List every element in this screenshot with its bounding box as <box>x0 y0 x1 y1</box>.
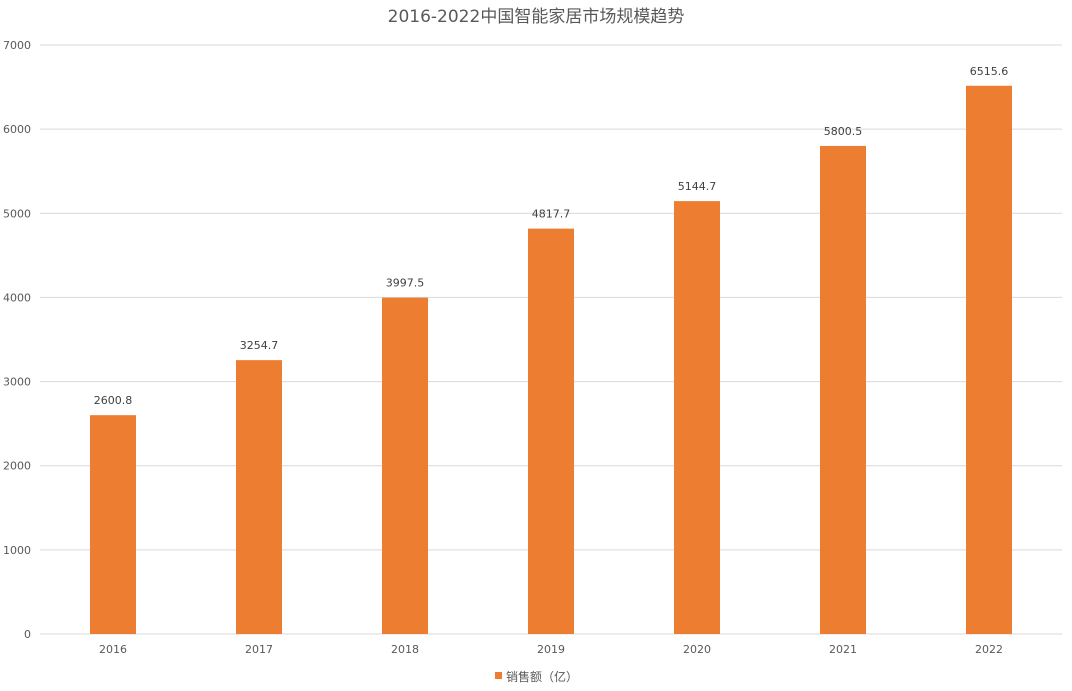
bar-2022[interactable] <box>966 85 1012 635</box>
y-axis-ticks: 0 1000 2000 3000 4000 5000 6000 7000 <box>3 39 31 641</box>
x-tick-label-2019: 2019 <box>537 643 565 656</box>
data-label-2018: 3997.5 <box>386 277 425 290</box>
y-tick-label: 0 <box>24 628 31 641</box>
y-tick-label: 5000 <box>3 207 31 220</box>
y-tick-label: 2000 <box>3 460 31 473</box>
x-axis-ticks: 2016 2017 2018 2019 2020 2021 2022 <box>99 643 1003 656</box>
y-tick-label: 1000 <box>3 544 31 557</box>
legend-label-sales: 销售额（亿） <box>506 669 578 684</box>
bar-2018[interactable] <box>382 297 428 634</box>
x-tick-label-2020: 2020 <box>683 643 711 656</box>
x-tick-label-2018: 2018 <box>391 643 419 656</box>
data-label-2017: 3254.7 <box>240 339 279 352</box>
bar-2016[interactable] <box>90 415 136 634</box>
bar-2021[interactable] <box>820 145 866 634</box>
legend[interactable]: 销售额（亿） <box>495 669 578 684</box>
data-label-2020: 5144.7 <box>678 180 717 193</box>
y-tick-label: 6000 <box>3 123 31 136</box>
chart-title: 2016-2022中国智能家居市场规模趋势 <box>388 7 685 27</box>
bars <box>90 85 1012 635</box>
y-tick-label: 4000 <box>3 291 31 304</box>
bar-2020[interactable] <box>674 201 720 635</box>
bar-2017[interactable] <box>236 360 282 634</box>
data-label-2022: 6515.6 <box>970 65 1009 78</box>
data-label-2019: 4817.7 <box>532 208 571 221</box>
x-tick-label-2021: 2021 <box>829 643 857 656</box>
data-label-2021: 5800.5 <box>824 125 863 138</box>
bar-2019[interactable] <box>528 228 574 635</box>
x-tick-label-2017: 2017 <box>245 643 273 656</box>
y-tick-label: 3000 <box>3 376 31 389</box>
x-tick-label-2016: 2016 <box>99 643 127 656</box>
data-labels: 2600.8 3254.7 3997.5 4817.7 5144.7 5800.5 6515… <box>94 65 1009 407</box>
y-tick-label: 7000 <box>3 39 31 52</box>
legend-swatch-sales <box>495 672 502 679</box>
x-tick-label-2022: 2022 <box>975 643 1003 656</box>
data-label-2016: 2600.8 <box>94 394 133 407</box>
